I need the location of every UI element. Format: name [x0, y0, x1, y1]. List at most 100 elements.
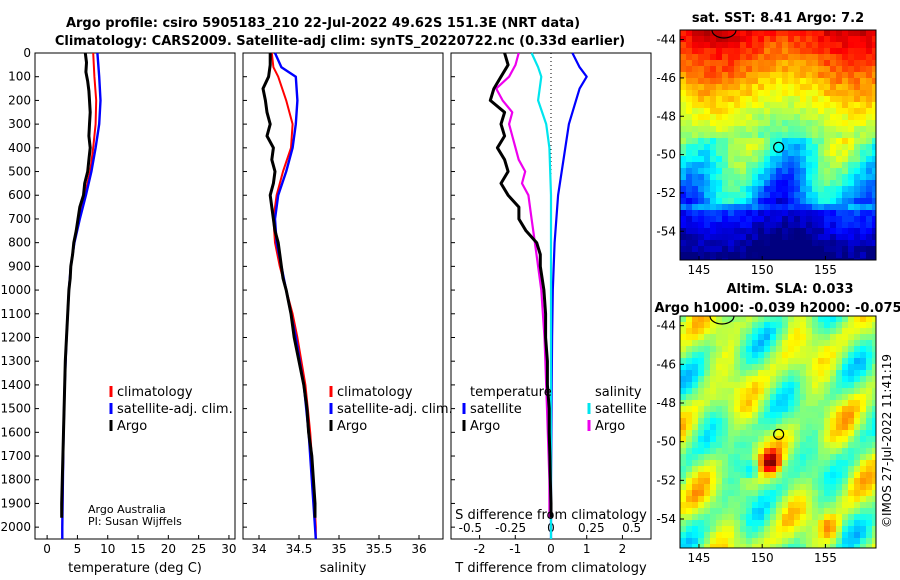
depth-tick-label: 1300: [0, 354, 31, 368]
sla-argo-location-marker: [773, 428, 785, 440]
series-line-salinity-argo: [495, 52, 551, 518]
figure-title-line1: Argo profile: csiro 5905183_210 22-Jul-2…: [66, 16, 580, 31]
lon-tick-label: 155: [814, 263, 837, 277]
salinity-legend: climatology satellite-adj. clim. Argo: [329, 385, 453, 434]
salinity-diff-tick-label: 0.5: [622, 521, 641, 535]
x-tick-label: 34.5: [286, 542, 313, 556]
lat-tick-label: -46: [656, 357, 676, 371]
legend-salinity-title: salinity: [595, 385, 642, 400]
depth-tick-label: 1900: [0, 496, 31, 510]
x-tick-label: 35: [331, 542, 346, 556]
legend-argo: Argo: [337, 419, 367, 434]
x-tick-label: 5: [74, 542, 82, 556]
x-tick-label: 10: [100, 542, 115, 556]
salinity-panel-frame: [242, 52, 444, 540]
temperature-panel-frame: [34, 52, 236, 540]
legend-temperature-satellite: satellite: [470, 402, 522, 417]
x-tick-label: 1: [583, 542, 591, 556]
series-line-satellite-adj-clim-: [273, 52, 317, 540]
difference-xlabel: T difference from climatology: [454, 561, 647, 576]
legend-temperature-argo: Argo: [470, 419, 500, 434]
imos-watermark: ©IMOS 27-Jul-2022 11:41:19: [880, 354, 894, 528]
depth-tick-label: 500: [8, 165, 31, 179]
x-tick-label: 20: [161, 542, 176, 556]
legend-climatology: climatology: [117, 385, 193, 400]
x-tick-label: 15: [130, 542, 145, 556]
depth-tick-label: 400: [8, 141, 31, 155]
x-tick-label: 0: [547, 542, 555, 556]
difference-top-xlabel: S difference from climatology: [455, 508, 647, 523]
depth-tick-label: 100: [8, 70, 31, 84]
sst-map-title: sat. SST: 8.41 Argo: 7.2: [692, 11, 864, 26]
sst-coast-outline: [711, 29, 737, 39]
depth-tick-label: 700: [8, 212, 31, 226]
sst-heatmap: [680, 30, 876, 260]
lon-tick-label: 150: [751, 263, 774, 277]
salinity-diff-tick-label: -0.5: [459, 521, 482, 535]
series-line-climatology: [270, 52, 317, 539]
legend-satellite: satellite-adj. clim.: [117, 402, 233, 417]
lon-tick-label: 145: [688, 263, 711, 277]
depth-tick-label: 200: [8, 93, 31, 107]
lat-tick-label: -52: [656, 473, 676, 487]
x-tick-label: -2: [474, 542, 486, 556]
lat-tick-label: -50: [656, 148, 676, 162]
salinity-diff-tick-label: -0.25: [495, 521, 526, 535]
temperature-xlabel: temperature (deg C): [68, 561, 202, 576]
x-tick-label: 30: [221, 542, 236, 556]
depth-tick-label: 1500: [0, 402, 31, 416]
salinity-xlabel: salinity: [320, 561, 367, 576]
depth-tick-label: 1800: [0, 473, 31, 487]
sla-coast-outline: [709, 315, 735, 325]
legend-salinity-satellite: satellite: [595, 402, 647, 417]
depth-tick-label: 1000: [0, 283, 31, 297]
lat-tick-label: -48: [656, 396, 676, 410]
series-line-temperature-satellite: [549, 52, 588, 539]
sst-map-frame: [679, 29, 877, 261]
lat-tick-label: -52: [656, 186, 676, 200]
legend-argo: Argo: [117, 419, 147, 434]
sla-map-subtitle: Argo h1000: -0.039 h2000: -0.075: [654, 301, 900, 316]
legend-climatology: climatology: [337, 385, 413, 400]
x-tick-label: 0: [43, 542, 51, 556]
sla-map-frame: [679, 315, 877, 549]
lon-tick-label: 145: [688, 551, 711, 565]
lon-tick-label: 155: [814, 551, 837, 565]
x-tick-label: 2: [619, 542, 627, 556]
lat-tick-label: -54: [656, 512, 676, 526]
depth-tick-label: 300: [8, 117, 31, 131]
temperature-legend: climatology satellite-adj. clim. Argo: [109, 385, 233, 434]
lon-tick-label: 150: [751, 551, 774, 565]
sla-map-title: Altim. SLA: 0.033: [727, 282, 854, 297]
legend-salinity-argo: Argo: [595, 419, 625, 434]
series-line-argo: [261, 53, 317, 518]
x-tick-label: 25: [191, 542, 206, 556]
x-tick-label: 35.5: [366, 542, 393, 556]
legend-temperature-title: temperature: [470, 385, 552, 400]
depth-tick-label: 2000: [0, 520, 31, 534]
depth-tick-label: 900: [8, 259, 31, 273]
legend-satellite: satellite-adj. clim.: [337, 402, 453, 417]
depth-tick-label: 1100: [0, 307, 31, 321]
salinity-diff-tick-label: 0.25: [578, 521, 605, 535]
credit-organisation: Argo Australia: [88, 503, 166, 516]
depth-tick-label: 1200: [0, 330, 31, 344]
sst-argo-location-marker: [773, 141, 785, 153]
figure-title-line2: Climatology: CARS2009. Satellite-adj cli…: [55, 34, 625, 49]
sla-heatmap: [680, 316, 876, 548]
depth-tick-label: 1700: [0, 449, 31, 463]
depth-tick-label: 800: [8, 236, 31, 250]
difference-legend: temperature satellite Argo salinity sate…: [462, 385, 647, 434]
depth-tick-label: 1400: [0, 378, 31, 392]
credit-pi: PI: Susan Wijffels: [88, 515, 182, 528]
lat-tick-label: -46: [656, 71, 676, 85]
depth-tick-label: 600: [8, 188, 31, 202]
series-line-temperature-argo: [488, 52, 553, 518]
depth-tick-label: 1600: [0, 425, 31, 439]
x-tick-label: 36: [411, 542, 426, 556]
depth-tick-label: 0: [23, 46, 31, 60]
x-tick-label: 34: [251, 542, 266, 556]
x-tick-label: -1: [509, 542, 521, 556]
lat-tick-label: -44: [656, 319, 676, 333]
